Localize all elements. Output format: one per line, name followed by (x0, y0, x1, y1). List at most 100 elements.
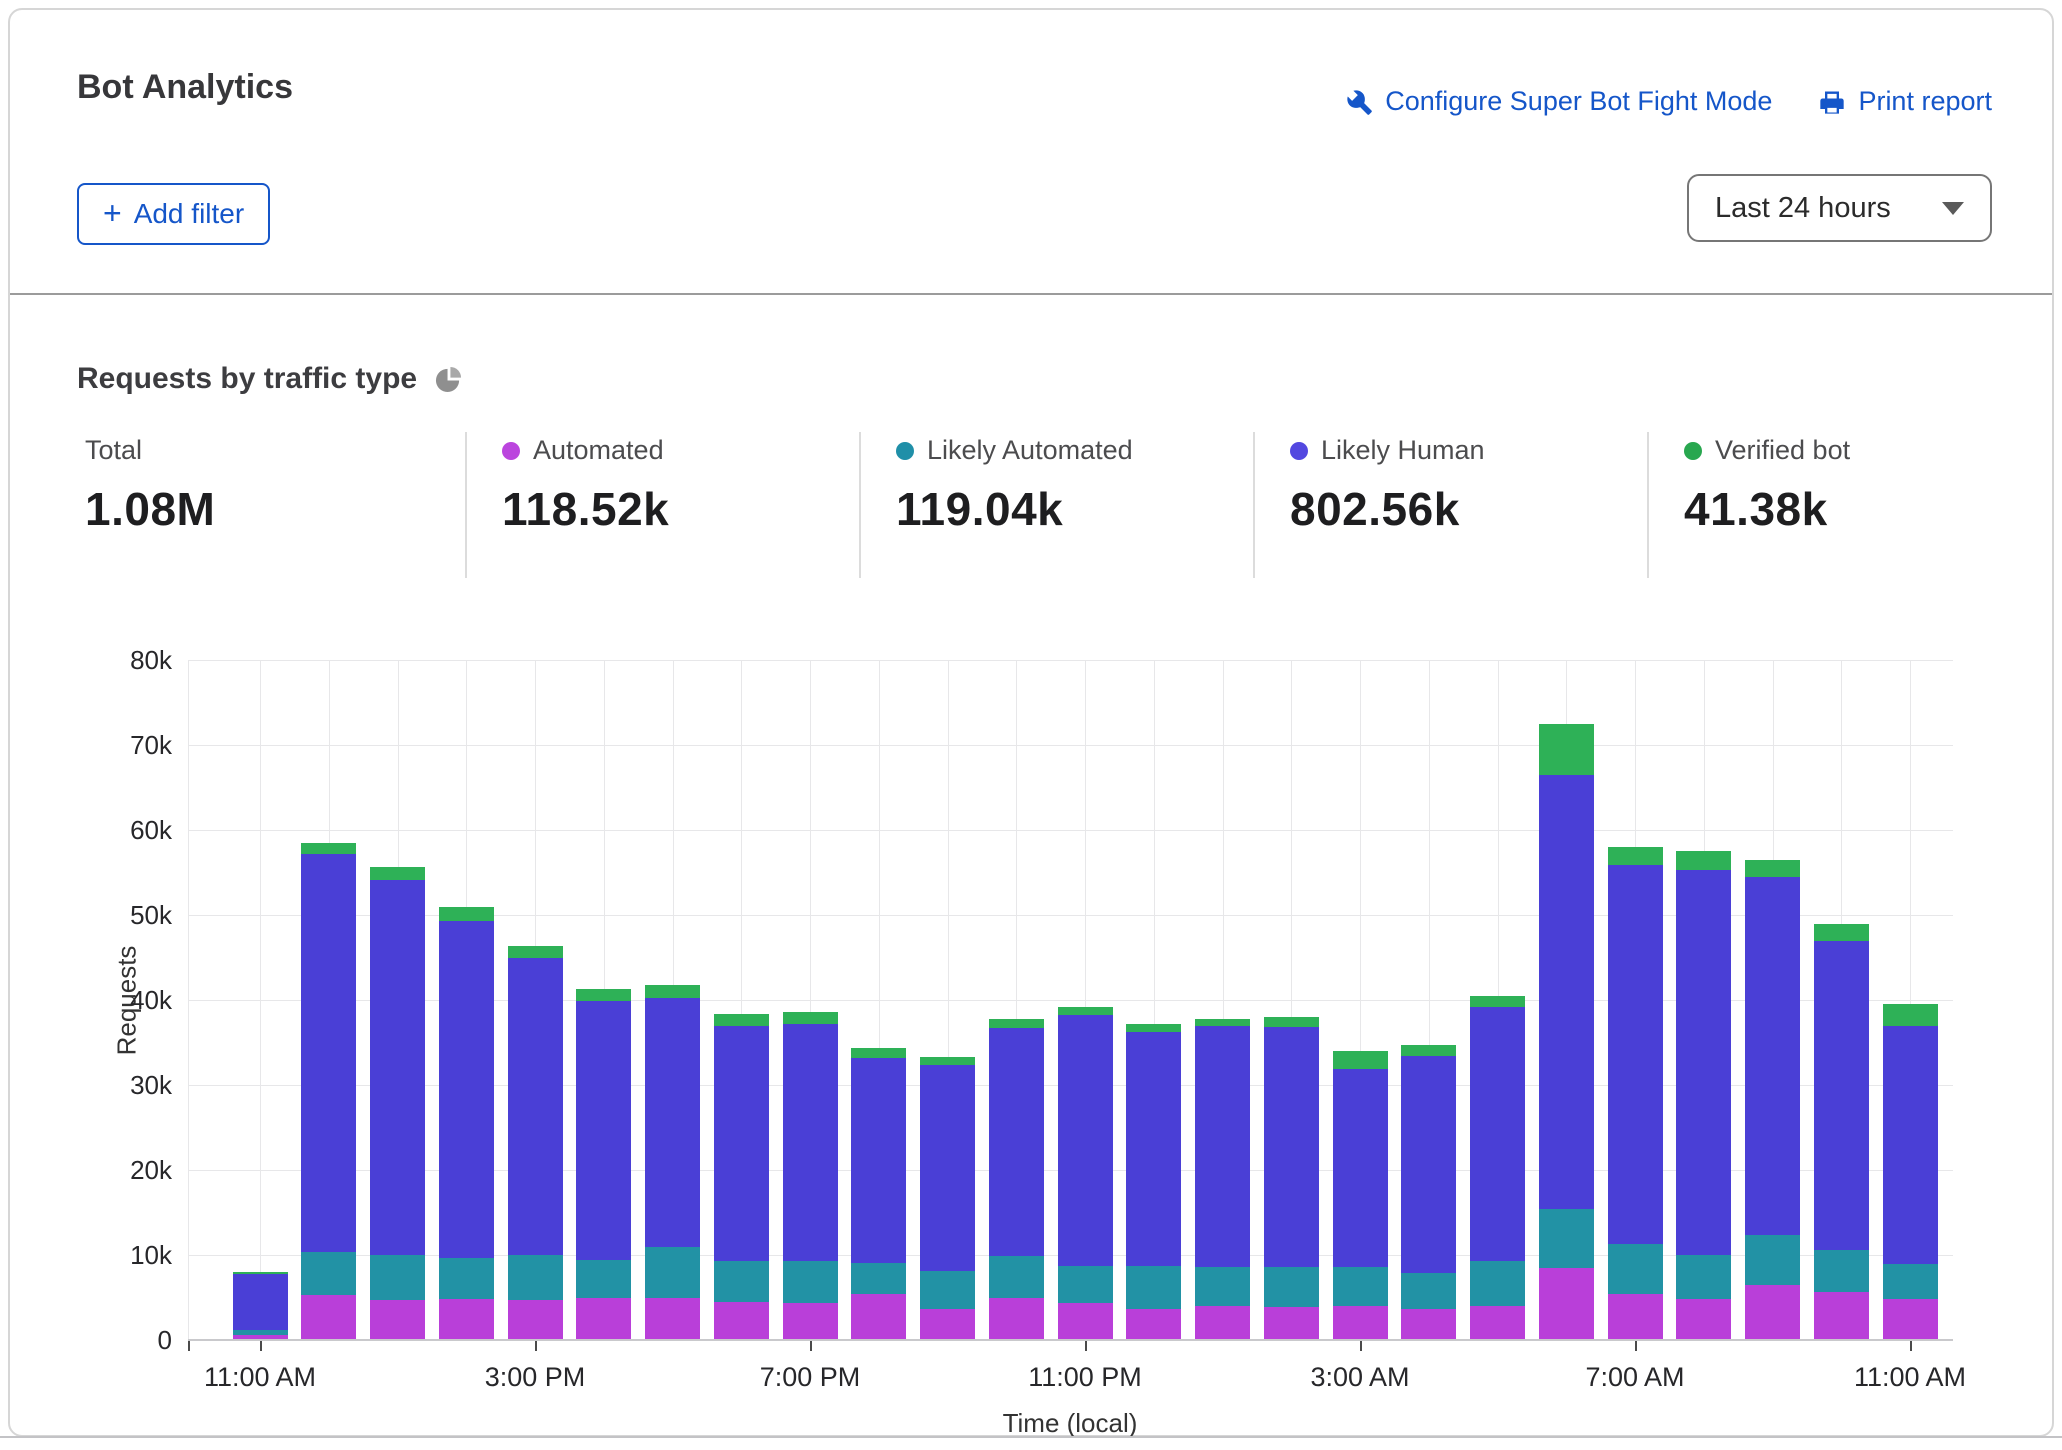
segment-likely-human (370, 880, 425, 1255)
y-tick-40k: 40k (62, 985, 172, 1016)
segment-automated (1126, 1309, 1181, 1340)
bar-4-00-pm[interactable] (576, 989, 631, 1340)
print-link-label: Print report (1858, 86, 1992, 117)
y-tick-20k: 20k (62, 1155, 172, 1186)
segment-automated (301, 1295, 356, 1340)
print-report-link[interactable]: Print report (1818, 86, 1992, 117)
segment-verified-bot (370, 867, 425, 880)
segment-verified-bot (1126, 1024, 1181, 1033)
segment-likely-automated (1195, 1267, 1250, 1306)
stat-divider (465, 432, 467, 578)
segment-likely-automated (1401, 1273, 1456, 1309)
segment-verified-bot (1814, 924, 1869, 942)
segment-likely-automated (1264, 1267, 1319, 1307)
segment-likely-human (1195, 1026, 1250, 1267)
x-tick-7-00-pm: 7:00 PM (760, 1362, 861, 1393)
segment-likely-automated (783, 1261, 838, 1303)
bar-8-00-pm[interactable] (851, 1048, 906, 1340)
x-tickmark (1360, 1341, 1362, 1351)
segment-automated (576, 1298, 631, 1341)
segment-likely-human (439, 921, 494, 1258)
bar-3-00-am[interactable] (1333, 1051, 1388, 1340)
origin-tickmark (188, 1341, 190, 1351)
legend-dot (896, 442, 914, 460)
segment-automated (1264, 1307, 1319, 1340)
legend-dot (502, 442, 520, 460)
segment-verified-bot (1883, 1004, 1938, 1025)
configure-super-bot-fight-mode-link[interactable]: Configure Super Bot Fight Mode (1345, 86, 1772, 117)
bar-1-00-pm[interactable] (370, 867, 425, 1340)
segment-automated (1333, 1306, 1388, 1340)
segment-likely-automated (508, 1255, 563, 1300)
stat-divider (1253, 432, 1255, 578)
stat-likely-human: Likely Human802.56k (1290, 435, 1485, 585)
segment-verified-bot (1608, 847, 1663, 865)
segment-likely-human (1814, 941, 1869, 1250)
bar-9-00-am[interactable] (1745, 860, 1800, 1340)
segment-automated (1470, 1306, 1525, 1340)
gridline-horizontal (188, 830, 1953, 831)
bar-2-00-pm[interactable] (439, 907, 494, 1341)
bar-11-00-pm[interactable] (1058, 1007, 1113, 1340)
segment-verified-bot (576, 989, 631, 1001)
segment-automated (851, 1294, 906, 1340)
add-filter-button[interactable]: + Add filter (77, 183, 270, 245)
segment-automated (645, 1298, 700, 1340)
segment-verified-bot (1264, 1017, 1319, 1027)
bar-6-00-pm[interactable] (714, 1014, 769, 1340)
legend-dot (1290, 442, 1308, 460)
segment-likely-human (1745, 877, 1800, 1236)
segment-likely-human (1126, 1032, 1181, 1266)
bar-12-00-am[interactable] (1126, 1024, 1181, 1340)
x-tickmark (810, 1341, 812, 1351)
y-tick-0: 0 (62, 1325, 172, 1356)
segment-likely-automated (576, 1260, 631, 1297)
time-range-select[interactable]: Last 24 hours (1687, 174, 1992, 242)
stat-verified-bot: Verified bot41.38k (1684, 435, 1850, 585)
segment-likely-automated (233, 1330, 288, 1335)
bar-6-00-am[interactable] (1539, 724, 1594, 1340)
bar-11-00-am[interactable] (233, 1272, 288, 1340)
y-tick-30k: 30k (62, 1070, 172, 1101)
bar-2-00-am[interactable] (1264, 1017, 1319, 1340)
stat-label: Automated (533, 435, 664, 466)
segment-likely-automated (920, 1271, 975, 1308)
bar-5-00-am[interactable] (1470, 996, 1525, 1340)
gridline-horizontal (188, 745, 1953, 746)
bot-analytics-card: Bot Analytics Configure Super Bot Fight … (8, 8, 2054, 1437)
segment-automated (1401, 1309, 1456, 1340)
segment-verified-bot (1539, 724, 1594, 775)
segment-automated (1676, 1299, 1731, 1340)
bar-12-00-pm[interactable] (301, 843, 356, 1340)
segment-likely-automated (1126, 1266, 1181, 1309)
x-tick-7-00-am: 7:00 AM (1585, 1362, 1684, 1393)
bar-5-00-pm[interactable] (645, 985, 700, 1340)
y-tick-80k: 80k (62, 645, 172, 676)
bar-3-00-pm[interactable] (508, 946, 563, 1340)
bar-9-00-pm[interactable] (920, 1057, 975, 1340)
segment-likely-automated (1539, 1209, 1594, 1268)
bar-8-00-am[interactable] (1676, 851, 1731, 1340)
bar-1-00-am[interactable] (1195, 1019, 1250, 1340)
printer-icon (1818, 88, 1846, 116)
bar-4-00-am[interactable] (1401, 1045, 1456, 1340)
x-axis-line (188, 1339, 1953, 1341)
segment-likely-human (1676, 870, 1731, 1255)
stat-value: 119.04k (896, 482, 1133, 536)
segment-automated (1745, 1285, 1800, 1340)
stat-value: 802.56k (1290, 482, 1485, 536)
bar-10-00-pm[interactable] (989, 1019, 1044, 1340)
segment-likely-human (645, 998, 700, 1246)
stat-value: 118.52k (502, 482, 669, 536)
segment-automated (370, 1300, 425, 1340)
x-tickmark (535, 1341, 537, 1351)
bar-10-00-am[interactable] (1814, 924, 1869, 1341)
segment-likely-automated (1058, 1266, 1113, 1303)
bar-7-00-pm[interactable] (783, 1012, 838, 1340)
segment-verified-bot (1058, 1007, 1113, 1016)
segment-likely-human (508, 958, 563, 1255)
segment-verified-bot (1745, 860, 1800, 877)
segment-likely-human (301, 854, 356, 1252)
bar-11-00-am[interactable] (1883, 1004, 1938, 1340)
bar-7-00-am[interactable] (1608, 847, 1663, 1340)
